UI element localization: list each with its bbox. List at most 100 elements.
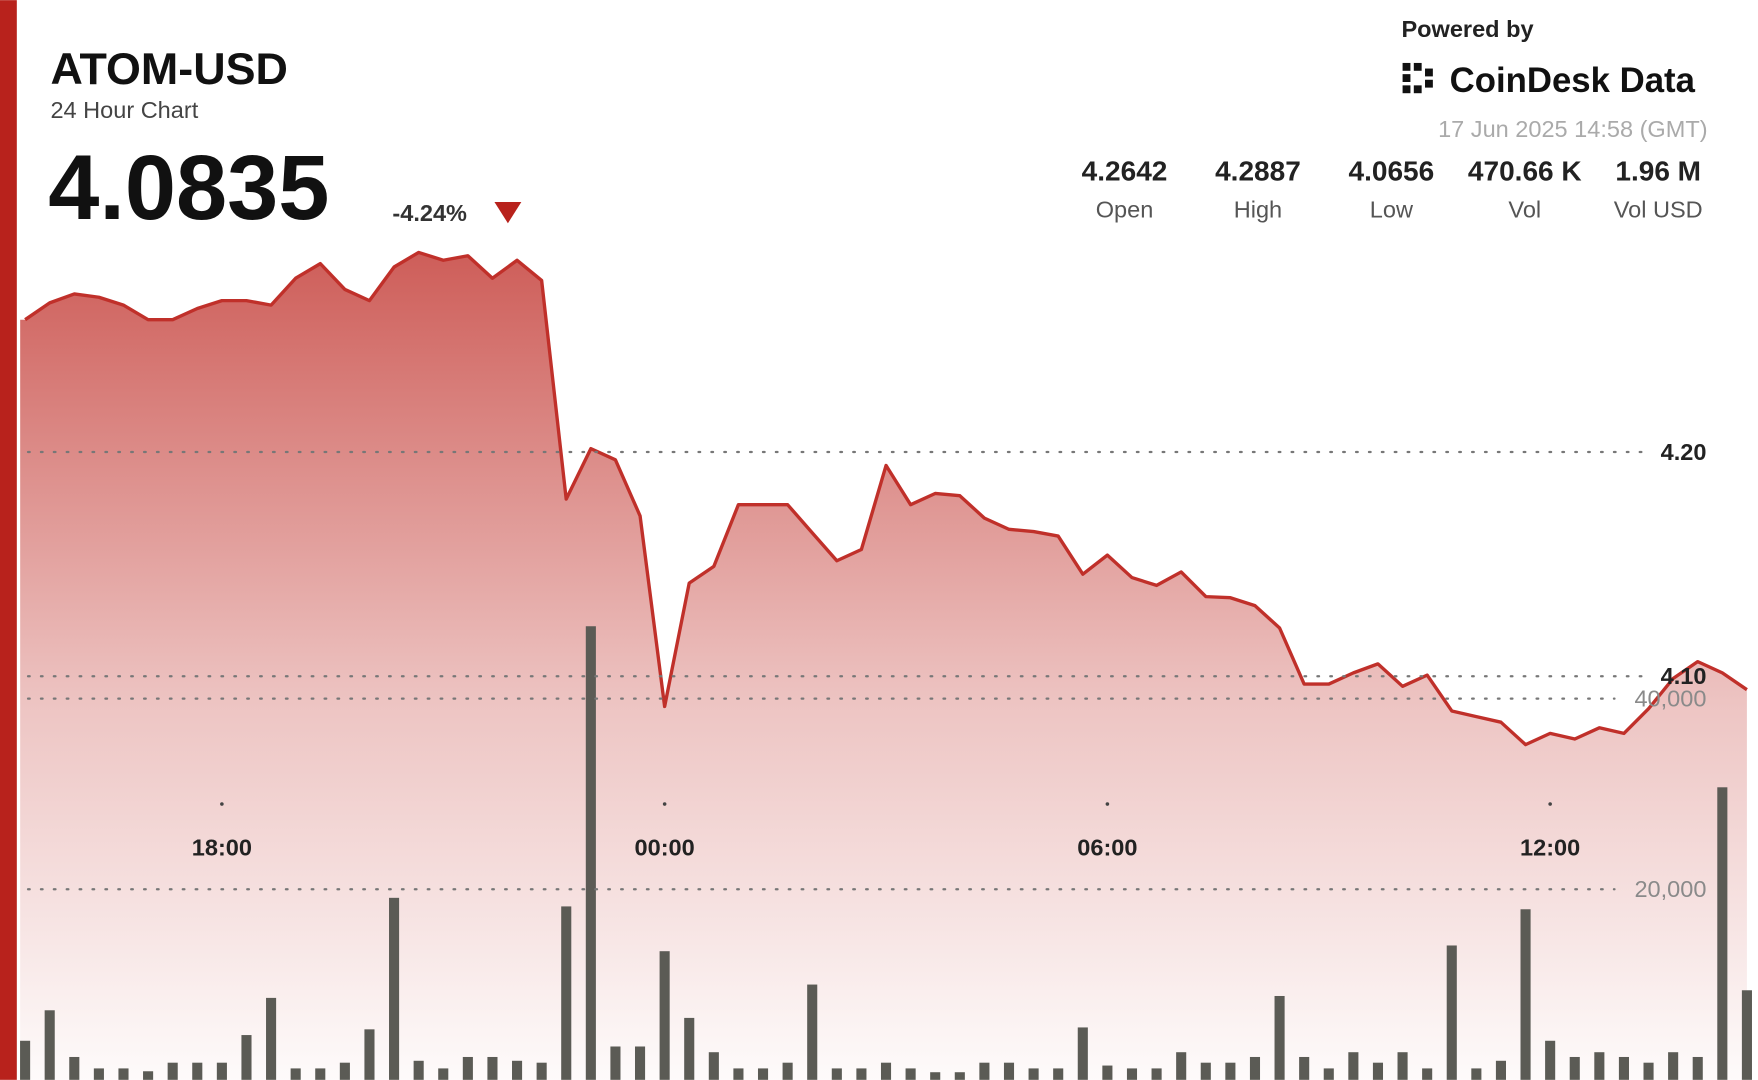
stat-label: Low [1370,197,1414,223]
y-tick-label: 4.20 [1661,439,1707,465]
volume-bar [807,984,818,1080]
volume-bar [69,1056,80,1080]
volume-bar [389,897,400,1080]
y-tick-label: 4.10 [1661,663,1707,689]
volume-bar [1446,945,1457,1080]
volume-bar [1471,1068,1482,1080]
change: -4.24% [392,200,467,226]
volume-bar [905,1068,916,1080]
volume-bar [339,1062,350,1080]
volume-bar [290,1068,301,1080]
volume-bar [880,1062,892,1080]
volume-bar [512,1060,523,1080]
volume-bar [1077,1027,1088,1080]
volume-bar [659,951,670,1080]
volume-bar [93,1068,104,1080]
volume-bar [1422,1068,1433,1080]
volume-bar [1003,1062,1015,1080]
volume-bar [1372,1062,1384,1080]
grid-layer [26,450,1650,891]
volume-bar [1323,1068,1334,1080]
volume-bar [1643,1062,1654,1080]
volume-bar [1176,1052,1187,1080]
volume-bar [979,1062,990,1080]
stat-label: High [1234,197,1282,223]
x-tick-label: 00:00 [635,835,695,861]
volume-bar [241,1035,252,1080]
volume-bar [1200,1062,1211,1080]
volume-bar [856,1068,867,1080]
volume-bar [1225,1062,1236,1080]
x-tick-mark [220,802,224,806]
volume-bar [216,1062,227,1080]
volume-bar [1717,787,1728,1080]
stat-value: 4.2642 [1082,156,1168,187]
volume-bar [487,1056,498,1080]
volume-bar [1126,1068,1138,1080]
subtitle: 24 Hour Chart [50,97,198,123]
volume-bar [1274,995,1285,1080]
volume-bar [1151,1068,1162,1080]
volume-bar [1397,1052,1408,1080]
plot: 4.10 4.20 20,000 40,000 18:00 00:00 06:00 12:00 [20,250,1752,1080]
price: 4.0835 [48,137,329,239]
volume-bar [118,1068,129,1080]
volume-bar [462,1056,473,1080]
volume-bar [1299,1056,1310,1080]
x-tick-label: 12:00 [1520,835,1580,861]
price-area [20,252,1747,1080]
volume-bar [1569,1056,1580,1080]
price-line [24,250,1748,747]
accent-bar [0,0,17,1080]
y2-tick-label: 40,000 [1634,686,1706,712]
volume-bar [1668,1052,1679,1080]
volume-bar [684,1017,695,1080]
volume-bar [585,626,596,1080]
stat-value: 1.96 M [1615,156,1701,187]
volume-bar [438,1068,449,1080]
area-layer [20,252,1747,1080]
volume-bar [143,1071,154,1080]
stat-value: 470.66 K [1468,156,1582,187]
volume-bar [1249,1056,1261,1080]
brand-logo [1402,62,1433,94]
volume-bar [1545,1040,1556,1080]
volume-bar [315,1068,326,1080]
powered-by: Powered by [1401,16,1533,42]
header: ATOM-USD 24 Hour Chart 4.0835 -4.24% Pow… [48,16,1707,239]
volume-bar [1692,1056,1703,1080]
brand: CoinDesk Data [1450,62,1696,100]
x-tick-mark [662,802,667,806]
volume-bar [610,1046,621,1080]
x-tick-mark [1105,802,1110,806]
volume-bar [1495,1060,1507,1080]
volume-bar [364,1029,375,1080]
volume-bar [167,1062,178,1080]
line-layer [24,250,1748,747]
y2-tick-label: 20,000 [1634,876,1706,902]
volume-bar [192,1062,203,1080]
x-tick-label: 06:00 [1077,835,1137,861]
volume-bar [733,1068,744,1080]
timestamp: 17 Jun 2025 14:58 (GMT) [1438,116,1707,142]
volume-bar [708,1052,719,1080]
volume-bar [930,1072,941,1080]
volume-bar [634,1046,646,1080]
stat-label: Vol [1508,197,1541,223]
volume-bar [536,1062,547,1080]
volume-layer [20,626,1752,1080]
volume-bar [1741,990,1752,1080]
volume-bar [1028,1068,1039,1080]
volume-bar [1594,1052,1605,1080]
volume-bar [757,1068,769,1080]
volume-bar [44,1010,55,1080]
volume-bar [782,1062,793,1080]
volume-bar [954,1072,965,1080]
stats: 4.2642 Open 4.2887 High 4.0656 Low 470.66 K Vol… [1082,156,1703,223]
volume-bar [1618,1056,1629,1080]
symbol: ATOM-USD [50,43,287,94]
volume-bar [1348,1052,1359,1080]
volume-bar [413,1060,424,1080]
x-tick-mark [1548,802,1552,806]
